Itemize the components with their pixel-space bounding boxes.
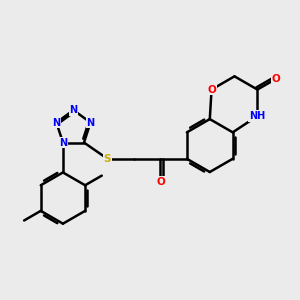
Text: N: N [86,118,94,128]
Text: S: S [104,154,111,164]
Text: O: O [156,177,165,187]
Text: N: N [52,118,61,128]
Text: N: N [69,105,77,115]
Text: O: O [272,74,280,84]
Text: N: N [59,138,67,148]
Text: NH: NH [249,111,266,121]
Text: O: O [207,85,216,94]
